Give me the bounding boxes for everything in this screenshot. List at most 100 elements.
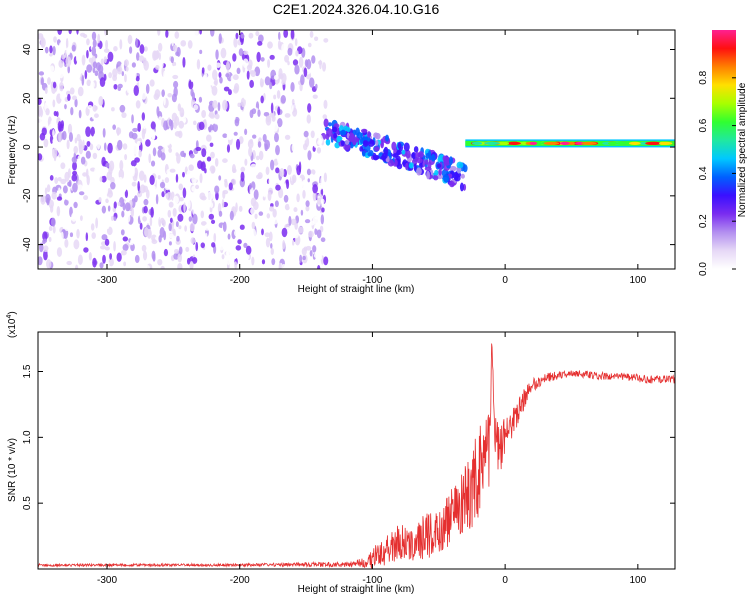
heatmap-cell xyxy=(426,170,430,180)
heatmap-cell xyxy=(300,74,305,86)
heatmap-cell xyxy=(138,149,142,158)
heatmap-cell xyxy=(192,114,198,119)
heatmap-cell xyxy=(251,86,258,92)
heatmap-cell xyxy=(258,34,264,43)
heatmap-cell xyxy=(61,32,67,39)
heatmap-cell xyxy=(314,228,318,236)
spectrogram-frame xyxy=(37,29,676,270)
heatmap-cell xyxy=(191,173,197,185)
heatmap-cell xyxy=(427,150,432,159)
heatmap-cell xyxy=(200,242,206,249)
heatmap-cell xyxy=(106,171,113,181)
colorbar-label: Normalized spectral amplitude xyxy=(737,82,748,217)
heatmap-cell xyxy=(49,134,54,144)
x-tick-label: -300 xyxy=(97,275,117,286)
heatmap-cell xyxy=(258,248,263,256)
heatmap-cell xyxy=(97,64,104,74)
heatmap-cell xyxy=(64,104,67,110)
heatmap-cell xyxy=(176,153,181,164)
heatmap-cell xyxy=(176,46,181,57)
heatmap-cell xyxy=(87,104,93,110)
heatmap-cell xyxy=(308,77,315,88)
heatmap-cell xyxy=(107,51,114,62)
heatmap-cell xyxy=(303,237,310,243)
heatmap-cell xyxy=(318,95,324,103)
heatmap-cell xyxy=(248,146,253,157)
heatmap-cell xyxy=(151,239,158,245)
heatmap-cell xyxy=(56,79,60,87)
heatmap-cell xyxy=(261,259,266,265)
heatmap-cell xyxy=(123,59,129,67)
heatmap-cell xyxy=(251,256,255,266)
heatmap-cell xyxy=(169,217,173,223)
heatmap-cell xyxy=(182,171,185,178)
heatmap-cell xyxy=(157,42,163,52)
heatmap-cell xyxy=(175,221,179,228)
heatmap-cell xyxy=(221,254,225,260)
heatmap-cell xyxy=(93,225,100,235)
heatmap-cell xyxy=(199,173,203,184)
heatmap-cell xyxy=(114,162,119,172)
heatmap-cell xyxy=(275,167,280,174)
heatmap-cell xyxy=(214,257,217,263)
heatmap-cell xyxy=(46,184,51,193)
heatmap-cell xyxy=(219,243,224,251)
heatmap-cell xyxy=(124,97,130,104)
colorbar-gradient xyxy=(712,30,736,269)
heatmap-cell xyxy=(47,247,54,259)
heatmap-cell xyxy=(108,258,114,267)
heatmap-cell xyxy=(120,229,125,236)
heatmap-cell xyxy=(362,150,366,157)
heatmap-cell xyxy=(126,213,131,223)
heatmap-cell xyxy=(303,130,309,138)
heatmap-cell xyxy=(127,34,133,45)
heatmap-cell xyxy=(143,46,148,52)
heatmap-cell xyxy=(415,151,420,161)
heatmap-cell xyxy=(284,203,290,211)
heatmap-cell xyxy=(78,109,82,119)
heatmap-cell xyxy=(325,138,331,146)
heatmap-cell xyxy=(103,48,110,53)
heatmap-cell xyxy=(102,254,106,264)
heatmap-cell xyxy=(261,228,264,236)
heatmap-cell xyxy=(129,46,133,54)
heatmap-cell xyxy=(284,134,291,140)
heatmap-cell xyxy=(223,86,230,92)
heatmap-cell xyxy=(350,143,354,149)
heatmap-cell xyxy=(225,73,230,78)
heatmap-cell xyxy=(60,178,67,185)
heatmap-cell xyxy=(149,216,153,227)
heatmap-cell xyxy=(222,99,228,111)
heatmap-cell xyxy=(403,142,410,152)
heatmap-cell xyxy=(122,236,129,242)
heatmap-cell xyxy=(323,38,329,43)
snr-y-ticks: 0.5 1.0 1.5 xyxy=(22,364,675,510)
heatmap-cell xyxy=(108,72,113,79)
heatmap-cell xyxy=(177,213,184,222)
heatmap-cell xyxy=(207,170,212,180)
heatmap-cell xyxy=(278,262,282,269)
heatmap-cell xyxy=(123,185,127,192)
heatmap-cell xyxy=(124,153,128,161)
heatmap-cell xyxy=(183,259,187,266)
heatmap-cell xyxy=(222,119,226,130)
heatmap-cell xyxy=(231,164,236,174)
heatmap-cell xyxy=(116,252,122,262)
heatmap-cell xyxy=(204,232,208,238)
heatmap-cell xyxy=(277,106,281,116)
heatmap-cell xyxy=(267,41,273,49)
heatmap-cell xyxy=(318,60,323,65)
heatmap-cell xyxy=(122,202,126,211)
heatmap-cell xyxy=(124,202,131,212)
heatmap-cell xyxy=(246,230,253,241)
heatmap-cell xyxy=(279,168,285,178)
heatmap-cell xyxy=(192,205,195,215)
heatmap-cell xyxy=(177,262,183,269)
heatmap-cell xyxy=(304,219,311,224)
heatmap-cell xyxy=(42,245,49,253)
heatmap-cell xyxy=(352,137,357,146)
heatmap-cell xyxy=(40,77,44,86)
heatmap-cell xyxy=(56,206,61,217)
heatmap-cell xyxy=(66,47,71,56)
